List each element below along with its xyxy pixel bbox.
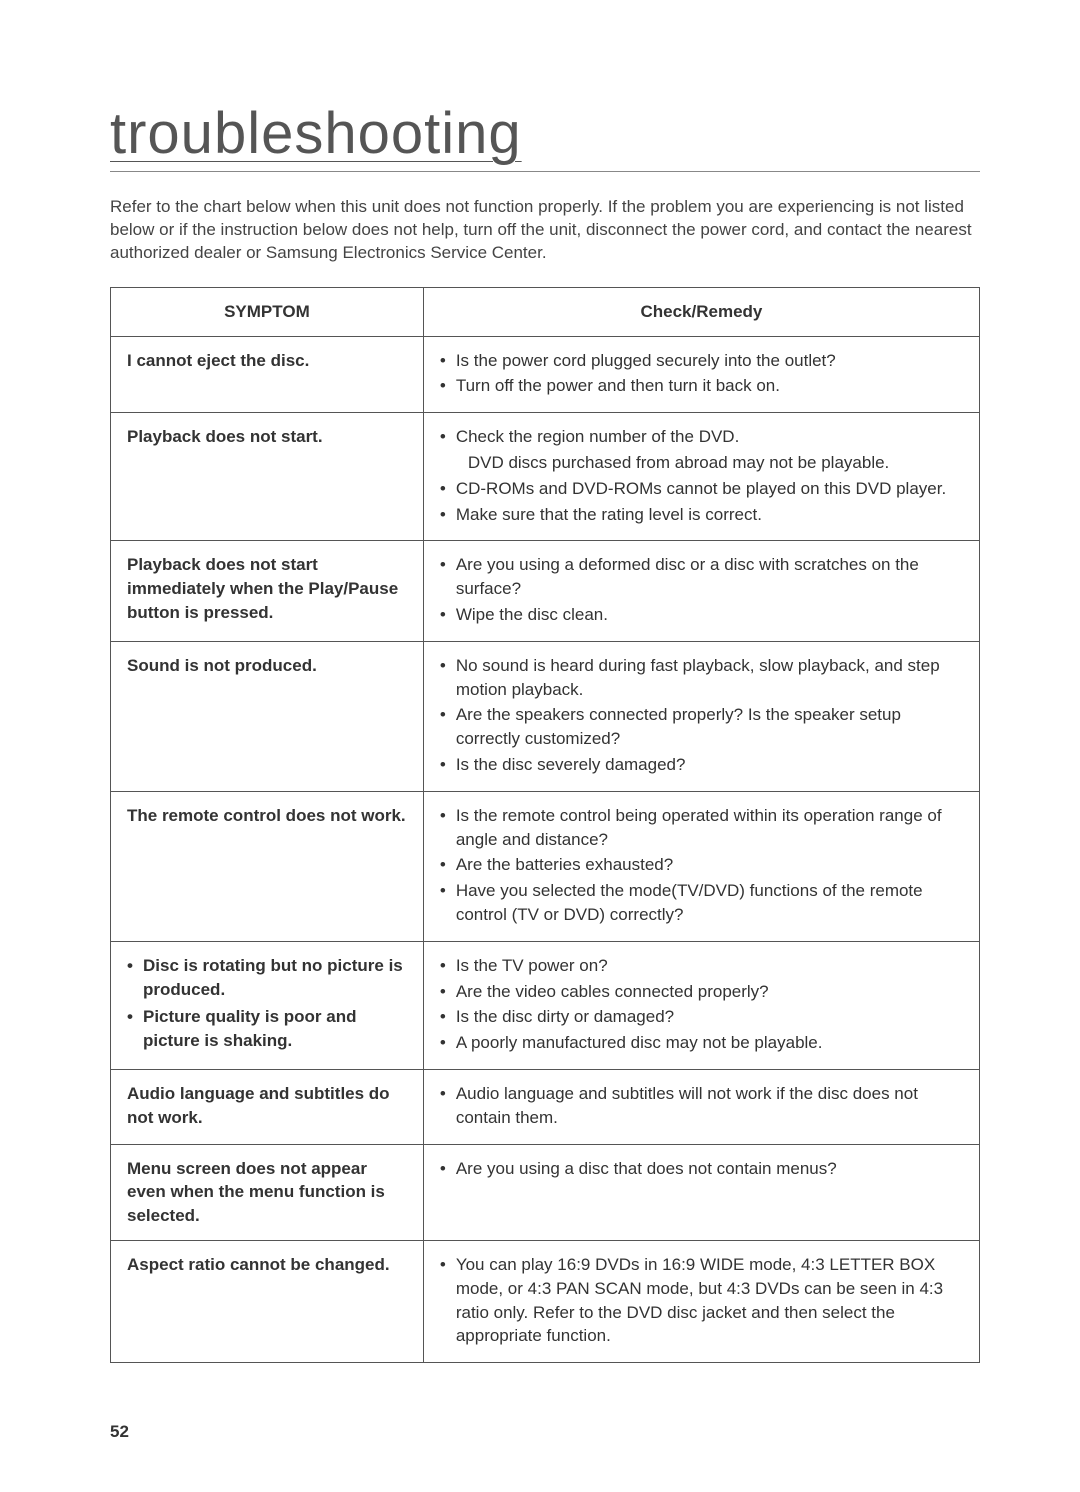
remedy-item: Have you selected the mode(TV/DVD) funct… <box>440 879 963 927</box>
table-row: The remote control does not work. Is the … <box>111 791 980 941</box>
remedy-cell: Is the remote control being operated wit… <box>423 791 979 941</box>
remedy-item: Check the region number of the DVD. <box>440 425 963 449</box>
remedy-item: Audio language and subtitles will not wo… <box>440 1082 963 1130</box>
remedy-item: You can play 16:9 DVDs in 16:9 WIDE mode… <box>440 1253 963 1348</box>
table-header-row: SYMPTOM Check/Remedy <box>111 287 980 336</box>
symptom-cell: Playback does not start. <box>111 413 424 541</box>
symptom-cell: The remote control does not work. <box>111 791 424 941</box>
header-remedy: Check/Remedy <box>423 287 979 336</box>
remedy-cell: Audio language and subtitles will not wo… <box>423 1069 979 1144</box>
remedy-cell: Check the region number of the DVD.DVD d… <box>423 413 979 541</box>
table-row: Playback does not start.Check the region… <box>111 413 980 541</box>
symptom-cell: Sound is not produced. <box>111 641 424 791</box>
remedy-list: Is the power cord plugged securely into … <box>440 349 963 399</box>
symptom-bullet: Picture quality is poor and picture is s… <box>127 1005 407 1053</box>
symptom-cell: Audio language and subtitles do not work… <box>111 1069 424 1144</box>
remedy-item: CD-ROMs and DVD-ROMs cannot be played on… <box>440 477 963 501</box>
remedy-item: Are the speakers connected properly? Is … <box>440 703 963 751</box>
remedy-item: Is the power cord plugged securely into … <box>440 349 963 373</box>
symptom-cell: Playback does not start immediately when… <box>111 541 424 641</box>
table-row: I cannot eject the disc. Is the power cor… <box>111 336 980 413</box>
remedy-list: No sound is heard during fast playback, … <box>440 654 963 777</box>
remedy-item: Is the remote control being operated wit… <box>440 804 963 852</box>
page-number: 52 <box>110 1422 129 1442</box>
remedy-cell: Are you using a deformed disc or a disc … <box>423 541 979 641</box>
remedy-cell: Is the TV power on?Are the video cables … <box>423 941 979 1069</box>
table-row: Aspect ratio cannot be changed.You can p… <box>111 1240 980 1362</box>
table-row: Audio language and subtitles do not work… <box>111 1069 980 1144</box>
page-title: troubleshooting <box>110 100 980 172</box>
table-row: Menu screen does not appear even when th… <box>111 1144 980 1240</box>
remedy-list: Is the TV power on?Are the video cables … <box>440 954 963 1055</box>
remedy-item: Are you using a disc that does not conta… <box>440 1157 963 1181</box>
remedy-cell: No sound is heard during fast playback, … <box>423 641 979 791</box>
symptom-bullet: Disc is rotating but no picture is produ… <box>127 954 407 1002</box>
remedy-item: Are you using a deformed disc or a disc … <box>440 553 963 601</box>
remedy-item: DVD discs purchased from abroad may not … <box>440 451 963 475</box>
remedy-item: Wipe the disc clean. <box>440 603 963 627</box>
remedy-list: Is the remote control being operated wit… <box>440 804 963 927</box>
intro-paragraph: Refer to the chart below when this unit … <box>110 196 980 265</box>
remedy-item: Is the TV power on? <box>440 954 963 978</box>
troubleshooting-table: SYMPTOM Check/Remedy I cannot eject the … <box>110 287 980 1363</box>
remedy-list: Audio language and subtitles will not wo… <box>440 1082 963 1130</box>
remedy-list: Are you using a deformed disc or a disc … <box>440 553 963 626</box>
symptom-cell: I cannot eject the disc. <box>111 336 424 413</box>
remedy-item: A poorly manufactured disc may not be pl… <box>440 1031 963 1055</box>
remedy-item: Is the disc severely damaged? <box>440 753 963 777</box>
remedy-item: Are the batteries exhausted? <box>440 853 963 877</box>
table-row: Playback does not start immediately when… <box>111 541 980 641</box>
remedy-item: Is the disc dirty or damaged? <box>440 1005 963 1029</box>
remedy-item: Make sure that the rating level is corre… <box>440 503 963 527</box>
remedy-item: Are the video cables connected properly? <box>440 980 963 1004</box>
symptom-cell: Aspect ratio cannot be changed. <box>111 1240 424 1362</box>
symptom-cell: Menu screen does not appear even when th… <box>111 1144 424 1240</box>
table-row: Sound is not produced. No sound is heard … <box>111 641 980 791</box>
remedy-cell: You can play 16:9 DVDs in 16:9 WIDE mode… <box>423 1240 979 1362</box>
table-row: Disc is rotating but no picture is produ… <box>111 941 980 1069</box>
remedy-item: Turn off the power and then turn it back… <box>440 374 963 398</box>
remedy-cell: Is the power cord plugged securely into … <box>423 336 979 413</box>
remedy-item: No sound is heard during fast playback, … <box>440 654 963 702</box>
remedy-list: Check the region number of the DVD.DVD d… <box>440 425 963 526</box>
symptom-cell: Disc is rotating but no picture is produ… <box>111 941 424 1069</box>
header-symptom: SYMPTOM <box>111 287 424 336</box>
remedy-list: Are you using a disc that does not conta… <box>440 1157 963 1181</box>
remedy-list: You can play 16:9 DVDs in 16:9 WIDE mode… <box>440 1253 963 1348</box>
remedy-cell: Are you using a disc that does not conta… <box>423 1144 979 1240</box>
symptom-bullet-list: Disc is rotating but no picture is produ… <box>127 954 407 1053</box>
